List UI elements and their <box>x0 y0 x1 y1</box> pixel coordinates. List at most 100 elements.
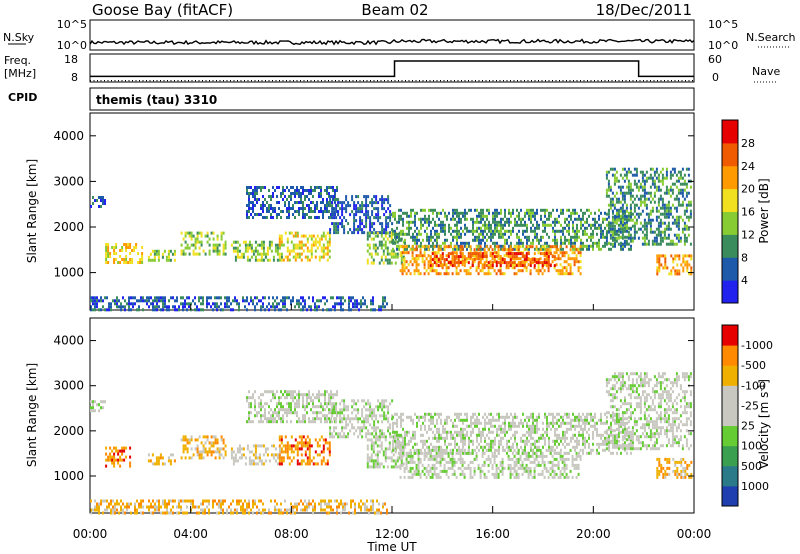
echo-cell <box>423 266 426 270</box>
echo-cell <box>310 186 312 189</box>
echo-cell <box>415 257 418 261</box>
echo-cell <box>151 453 154 457</box>
echo-cell <box>608 241 610 245</box>
echo-cell <box>498 427 500 431</box>
echo-cell <box>399 269 402 273</box>
echo-cell <box>316 417 318 421</box>
echo-cell <box>328 408 330 412</box>
echo-cell <box>460 217 462 221</box>
echo-cell <box>339 414 342 418</box>
echo-cell <box>432 421 434 425</box>
echo-cell <box>496 220 498 224</box>
echo-cell <box>661 167 664 171</box>
echo-cell <box>208 249 211 253</box>
echo-cell <box>504 211 506 215</box>
echo-cell <box>111 458 114 462</box>
echo-cell <box>129 464 132 468</box>
echo-cell <box>387 411 390 415</box>
echo-cell <box>232 240 235 244</box>
echo-cell <box>214 305 216 309</box>
echo-cell <box>386 302 388 306</box>
echo-cell <box>620 235 622 239</box>
echo-cell <box>502 421 504 425</box>
echo-cell <box>657 233 660 237</box>
echo-cell <box>302 305 304 309</box>
echo-cell <box>254 186 256 189</box>
echo-cell <box>520 223 522 227</box>
echo-cell <box>410 214 412 218</box>
echo-cell <box>616 229 618 233</box>
echo-cell <box>454 418 456 422</box>
echo-cell <box>402 462 405 466</box>
echo-cell <box>624 244 626 248</box>
echo-cell <box>489 272 492 276</box>
echo-cell <box>385 210 388 214</box>
echo-cell <box>278 450 281 454</box>
echo-cell <box>330 308 332 312</box>
echo-cell <box>355 213 358 217</box>
echo-cell <box>463 261 466 265</box>
echo-cell <box>302 192 304 195</box>
echo-cell <box>496 412 498 416</box>
echo-cell <box>349 420 352 424</box>
echo-cell <box>464 436 466 440</box>
echo-cell <box>464 439 466 443</box>
echo-cell <box>180 296 182 300</box>
echo-cell <box>616 232 618 236</box>
echo-cell <box>540 235 542 239</box>
echo-cell <box>576 232 578 236</box>
echo-cell <box>367 420 370 424</box>
colorbar-tick-label: 28 <box>741 137 755 150</box>
echo-cell <box>491 254 494 258</box>
echo-cell <box>333 225 336 229</box>
echo-cell <box>480 247 482 251</box>
echo-cell <box>687 233 690 237</box>
echo-cell <box>96 296 98 300</box>
echo-cell <box>438 430 440 434</box>
echo-cell <box>284 411 286 415</box>
echo-cell <box>458 214 460 218</box>
echo-cell <box>467 269 470 273</box>
echo-cell <box>92 403 94 407</box>
echo-cell <box>248 201 250 204</box>
echo-cell <box>242 296 244 300</box>
echo-cell <box>414 433 416 437</box>
echo-cell <box>613 194 616 198</box>
echo-cell <box>600 232 602 236</box>
echo-cell <box>335 207 338 211</box>
echo-cell <box>324 237 327 241</box>
echo-cell <box>312 210 314 213</box>
echo-cell <box>536 226 538 230</box>
echo-cell <box>396 421 398 425</box>
echo-cell <box>258 258 261 262</box>
echo-cell <box>528 418 530 422</box>
echo-cell <box>677 221 680 225</box>
echo-cell <box>645 212 648 216</box>
echo-cell <box>127 246 130 249</box>
echo-cell <box>633 221 636 225</box>
echo-cell <box>216 246 219 250</box>
echo-cell <box>400 418 402 422</box>
echo-cell <box>272 255 275 259</box>
echo-cell <box>238 444 241 448</box>
echo-cell <box>567 263 570 267</box>
echo-cell <box>572 241 574 245</box>
echo-cell <box>250 405 252 409</box>
echo-cell <box>328 243 331 247</box>
echo-cell <box>288 195 290 198</box>
beam-title: Beam 02 <box>361 1 428 19</box>
echo-cell <box>270 249 273 253</box>
echo-cell <box>318 390 320 394</box>
echo-cell <box>400 433 402 437</box>
echo-cell <box>545 258 548 262</box>
echo-cell <box>669 194 672 198</box>
echo-cell <box>574 247 576 251</box>
echo-cell <box>534 442 536 446</box>
echo-cell <box>250 450 253 454</box>
echo-cell <box>188 441 191 445</box>
colorbar-tick-label: 12 <box>741 228 755 241</box>
echo-cell <box>385 228 388 232</box>
echo-cell <box>683 224 686 228</box>
echo-cell <box>429 264 432 268</box>
echo-cell <box>495 264 498 268</box>
